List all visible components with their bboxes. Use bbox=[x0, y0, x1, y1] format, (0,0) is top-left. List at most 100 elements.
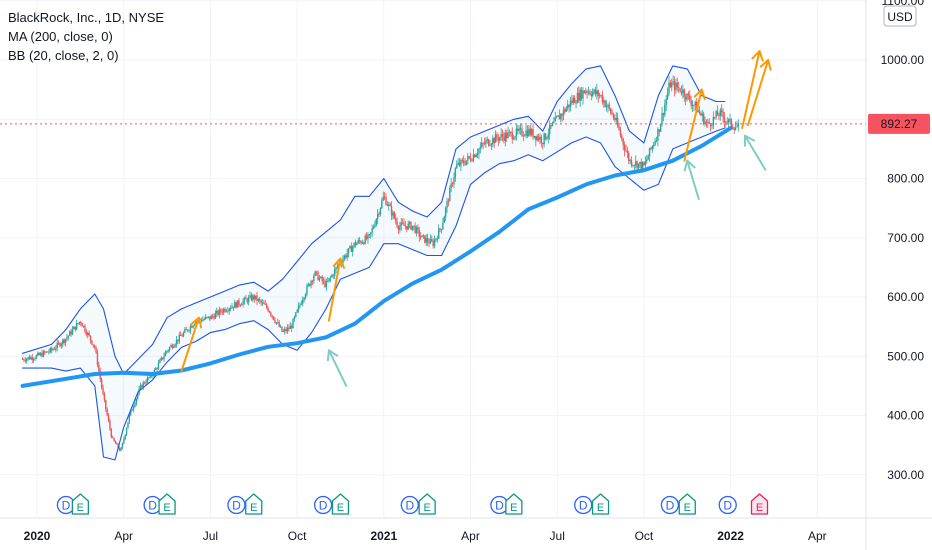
candle-body bbox=[277, 322, 279, 324]
candle-body bbox=[220, 309, 222, 312]
candle-body bbox=[671, 82, 673, 88]
candle-body bbox=[505, 132, 508, 139]
candle-body bbox=[295, 312, 297, 317]
earnings-marker[interactable]: E bbox=[331, 493, 350, 515]
candle-body bbox=[268, 311, 271, 313]
candle-body bbox=[328, 278, 330, 282]
candle-body bbox=[500, 133, 502, 138]
dividend-marker[interactable]: D bbox=[660, 495, 680, 515]
candle-body bbox=[241, 304, 243, 306]
earnings-marker[interactable]: E bbox=[678, 493, 696, 515]
candle-body bbox=[694, 102, 697, 106]
symbol-title[interactable]: BlackRock, Inc., 1D, NYSE bbox=[8, 10, 165, 25]
candle-body bbox=[504, 132, 506, 141]
candle-body bbox=[91, 340, 93, 345]
candle-body bbox=[34, 358, 36, 360]
candle-body bbox=[633, 165, 636, 167]
candle-body bbox=[511, 132, 513, 140]
candle-body bbox=[462, 160, 465, 164]
earnings-marker[interactable]: E bbox=[418, 493, 436, 515]
candle-body bbox=[278, 322, 280, 327]
teal-arrow bbox=[326, 349, 348, 387]
indicator-bb[interactable]: BB (20, close, 2, 0) bbox=[8, 48, 119, 63]
dividend-marker[interactable]: D bbox=[400, 495, 419, 515]
candle-body bbox=[80, 321, 82, 324]
candle-body bbox=[160, 357, 162, 361]
candle-body bbox=[530, 129, 533, 135]
dividend-marker[interactable]: D bbox=[227, 495, 246, 515]
candle-body bbox=[78, 321, 81, 324]
time-tick-label: 2020 bbox=[24, 529, 51, 543]
dividend-marker[interactable]: D bbox=[143, 495, 162, 515]
candle-body bbox=[415, 227, 418, 233]
candle-body bbox=[639, 162, 641, 164]
dividend-marker[interactable]: D bbox=[718, 495, 737, 515]
candle-body bbox=[256, 295, 258, 301]
candle-body bbox=[363, 242, 365, 244]
candle-body bbox=[297, 305, 300, 310]
candle-body bbox=[204, 316, 207, 320]
dividend-marker[interactable]: D bbox=[574, 495, 593, 515]
dividend-marker[interactable]: D bbox=[313, 495, 333, 515]
candle-body bbox=[382, 196, 384, 201]
candle-body bbox=[641, 162, 644, 170]
bollinger-band-fill bbox=[22, 65, 725, 460]
candle-body bbox=[469, 157, 472, 161]
candle-body bbox=[60, 343, 63, 347]
candle-body bbox=[661, 113, 663, 125]
candle-body bbox=[496, 134, 498, 139]
candle-body bbox=[281, 326, 283, 332]
candle-body bbox=[23, 359, 25, 361]
candle-body bbox=[548, 125, 551, 135]
candle-body bbox=[447, 200, 450, 202]
earnings-marker[interactable]: E bbox=[158, 493, 176, 515]
candle-body bbox=[410, 222, 412, 230]
candle-body bbox=[356, 242, 358, 246]
candle-body bbox=[73, 326, 75, 330]
candle-body bbox=[442, 222, 444, 230]
candle-body bbox=[578, 92, 580, 101]
candle-body bbox=[216, 310, 218, 314]
candle-body bbox=[131, 409, 133, 411]
earnings-marker[interactable]: E bbox=[71, 493, 89, 515]
candle-body bbox=[580, 89, 583, 99]
price-axis[interactable]: 1100.001000.00900.00800.00700.00600.0050… bbox=[881, 0, 925, 482]
candle-body bbox=[718, 115, 720, 117]
candle-body bbox=[213, 316, 215, 319]
currency-label[interactable]: USD bbox=[883, 5, 917, 27]
candle-body bbox=[526, 130, 529, 137]
candle-body bbox=[296, 309, 298, 313]
candle-body bbox=[422, 235, 425, 237]
candle-body bbox=[618, 125, 620, 130]
candle-body bbox=[105, 399, 107, 410]
candle-body bbox=[603, 100, 605, 103]
candle-body bbox=[648, 147, 651, 157]
candle-body bbox=[426, 238, 429, 243]
candle-body bbox=[37, 353, 39, 356]
earnings-marker[interactable]: E bbox=[245, 493, 263, 515]
earnings-marker[interactable]: E bbox=[750, 493, 769, 515]
candle-body bbox=[320, 276, 322, 278]
candle-body bbox=[134, 403, 136, 407]
time-axis[interactable]: 2020 Apr Jul Oct 2021 Apr Jul Oct 2022 Apr bbox=[24, 529, 827, 543]
candle-body bbox=[711, 125, 713, 127]
bb-upper-line bbox=[22, 65, 726, 375]
candle-body bbox=[217, 310, 219, 315]
candle-body bbox=[553, 121, 555, 123]
earnings-marker[interactable]: E bbox=[505, 493, 523, 515]
indicator-ma[interactable]: MA (200, close, 0) bbox=[8, 29, 113, 44]
candle-body bbox=[300, 303, 303, 305]
candle-body bbox=[460, 159, 462, 166]
bb-band-area bbox=[22, 65, 725, 460]
candle-body bbox=[227, 310, 229, 312]
candle-body bbox=[397, 226, 400, 230]
candle-body bbox=[390, 206, 393, 216]
candle-body bbox=[35, 355, 38, 359]
candle-body bbox=[164, 352, 167, 357]
price-tick-label: 600.00 bbox=[887, 290, 924, 304]
candle-body bbox=[325, 281, 328, 287]
candle-body bbox=[593, 89, 595, 93]
earnings-marker[interactable]: E bbox=[591, 493, 610, 515]
svg-text:D: D bbox=[723, 499, 732, 513]
